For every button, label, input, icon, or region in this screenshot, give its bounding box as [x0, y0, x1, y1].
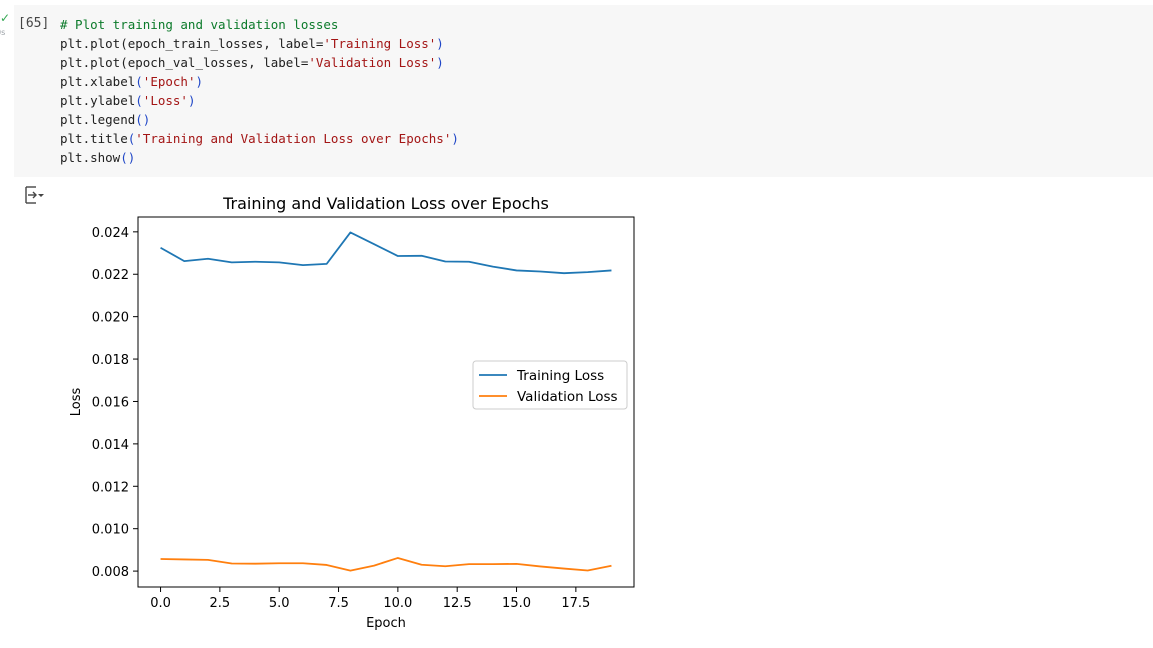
- success-check-icon: ✓: [0, 11, 11, 25]
- loss-chart: Training and Validation Loss over Epochs…: [69, 194, 635, 631]
- legend-label: Training Loss: [516, 368, 604, 384]
- x-tick-label: 10.0: [383, 596, 412, 611]
- y-axis-label: Loss: [69, 388, 84, 417]
- code-line: plt.show(): [60, 148, 459, 167]
- series-line-0: [160, 231, 612, 275]
- y-tick-label: 0.016: [92, 395, 129, 410]
- x-axis-label: Epoch: [366, 616, 406, 631]
- code-token: plt.title: [60, 131, 128, 146]
- chart-title: Training and Validation Loss over Epochs: [222, 194, 549, 213]
- code-token: # Plot training and validation losses: [60, 17, 339, 32]
- code-token: 'Training Loss': [323, 36, 437, 51]
- code-token: (: [135, 93, 143, 108]
- code-line: # Plot training and validation losses: [60, 15, 459, 34]
- y-axis: 0.008 0.010 0.012 0.014 0.016 0.018 0.020 0.022…: [92, 226, 138, 580]
- code-line: plt.legend(): [60, 110, 459, 129]
- code-token: plt.plot(epoch_train_losses, label=: [60, 36, 324, 51]
- chart-legend: Training Loss Validation Loss: [472, 360, 628, 410]
- output-collapse-icon[interactable]: [22, 184, 46, 206]
- code-line: plt.ylabel('Loss'): [60, 91, 459, 110]
- legend-label: Validation Loss: [517, 389, 618, 405]
- x-tick-label: 0.0: [150, 596, 171, 611]
- plot-area: [160, 231, 612, 572]
- x-tick-label: 15.0: [502, 596, 531, 611]
- code-token: 'Epoch': [142, 74, 196, 89]
- code-token: ): [451, 131, 459, 146]
- code-token: ): [436, 55, 444, 70]
- code-token: 'Validation Loss': [308, 55, 437, 70]
- code-token: ): [195, 74, 204, 89]
- y-tick-label: 0.020: [92, 311, 129, 326]
- x-tick-label: 7.5: [328, 596, 349, 611]
- y-tick-label: 0.024: [92, 226, 129, 241]
- code-line: plt.xlabel('Epoch'): [60, 72, 459, 91]
- x-axis: 0.0 2.5 5.0 7.5 10.0 12.5 15.0 17.5: [150, 587, 590, 611]
- execution-count: [65]: [18, 16, 50, 31]
- code-line: plt.title('Training and Validation Loss …: [60, 129, 459, 148]
- code-token: (: [135, 74, 143, 89]
- code-token: 'Training and Validation Loss over Epoch…: [135, 131, 452, 146]
- code-line: plt.plot(epoch_val_losses, label='Valida…: [60, 53, 459, 72]
- code-token: plt.plot(epoch_val_losses, label=: [60, 55, 309, 70]
- code-token: ): [436, 36, 444, 51]
- cell-status: ✓ 0s: [0, 12, 14, 42]
- series-line-1: [160, 557, 612, 572]
- x-tick-label: 5.0: [269, 596, 290, 611]
- code-token: ): [187, 93, 196, 108]
- y-tick-label: 0.018: [92, 353, 129, 368]
- code-token: plt.show: [60, 150, 121, 165]
- code-cell[interactable]: [14, 5, 1153, 177]
- code-token: plt.xlabel: [60, 74, 136, 89]
- code-token: (): [120, 150, 136, 165]
- x-tick-label: 2.5: [210, 596, 231, 611]
- code-token: (: [127, 131, 136, 146]
- code-token: (): [135, 112, 151, 127]
- code-token: plt.legend: [60, 112, 136, 127]
- x-tick-label: 17.5: [561, 596, 590, 611]
- code-token: plt.ylabel: [60, 93, 136, 108]
- run-time: 0s: [0, 28, 6, 37]
- code-line: plt.plot(epoch_train_losses, label='Trai…: [60, 34, 459, 53]
- axes-frame: [137, 216, 635, 588]
- y-tick-label: 0.022: [92, 268, 129, 283]
- code-token: 'Loss': [142, 93, 188, 108]
- y-tick-label: 0.014: [92, 438, 129, 453]
- y-tick-label: 0.008: [92, 565, 129, 580]
- y-tick-label: 0.012: [92, 480, 129, 495]
- x-tick-label: 12.5: [443, 596, 472, 611]
- code-editor[interactable]: # Plot training and validation losses plt…: [60, 15, 459, 167]
- legend-box: [472, 360, 628, 410]
- y-tick-label: 0.010: [92, 523, 129, 538]
